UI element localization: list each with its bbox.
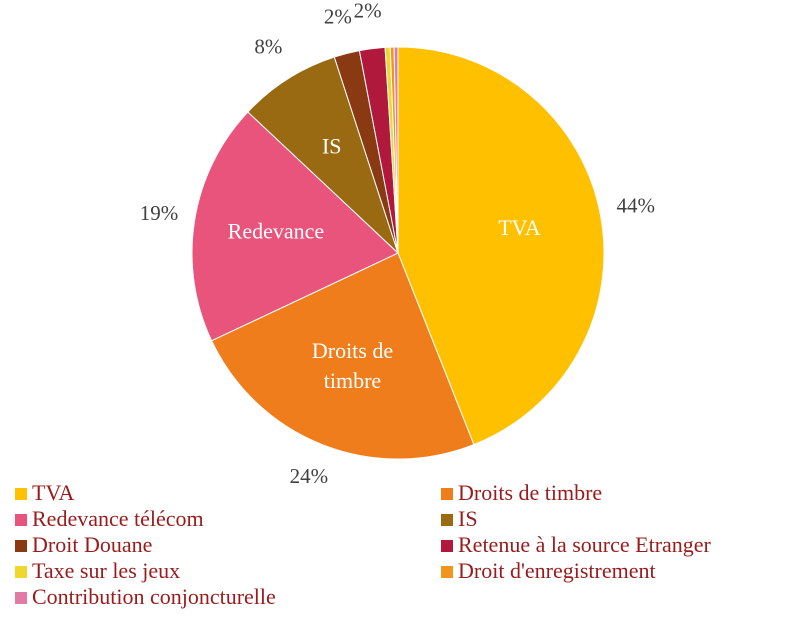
legend-label: Droits de timbre [458, 480, 602, 505]
data-label: 2% [354, 0, 382, 23]
legend-swatch [441, 514, 453, 526]
legend-label: Taxe sur les jeux [32, 558, 180, 583]
legend-swatch [441, 488, 453, 500]
legend-swatch [15, 592, 27, 604]
data-label: 8% [254, 34, 282, 58]
legend-label: Retenue à la source Etranger [458, 532, 712, 557]
pie-slice [191, 111, 399, 342]
slice-label: timbre [324, 368, 381, 393]
legend-label: Droit d'enregistrement [458, 558, 656, 583]
data-label: 44% [616, 193, 655, 217]
legend-swatch [15, 540, 27, 552]
pie-slice [393, 46, 399, 254]
legend-label: Droit Douane [32, 532, 152, 557]
legend-swatch [441, 540, 453, 552]
data-label: 19% [140, 201, 179, 225]
legend-swatch [15, 514, 27, 526]
pie-slice [210, 252, 475, 460]
data-label: 2% [324, 4, 352, 28]
slice-label: TVA [498, 215, 540, 240]
legend-label: TVA [32, 480, 74, 505]
slice-label: IS [322, 134, 342, 159]
legend-swatch [441, 566, 453, 578]
legend-label: IS [458, 506, 478, 531]
legend-swatch [15, 488, 27, 500]
slice-label: Redevance [228, 219, 325, 244]
legend-label: Contribution conjoncturelle [32, 584, 276, 609]
legend-swatch [15, 566, 27, 578]
data-label: 24% [290, 464, 329, 488]
slice-label: Droits de [312, 338, 393, 363]
pie-slice [247, 56, 399, 254]
legend-label: Redevance télécom [32, 506, 204, 531]
pie-slice [397, 46, 605, 446]
